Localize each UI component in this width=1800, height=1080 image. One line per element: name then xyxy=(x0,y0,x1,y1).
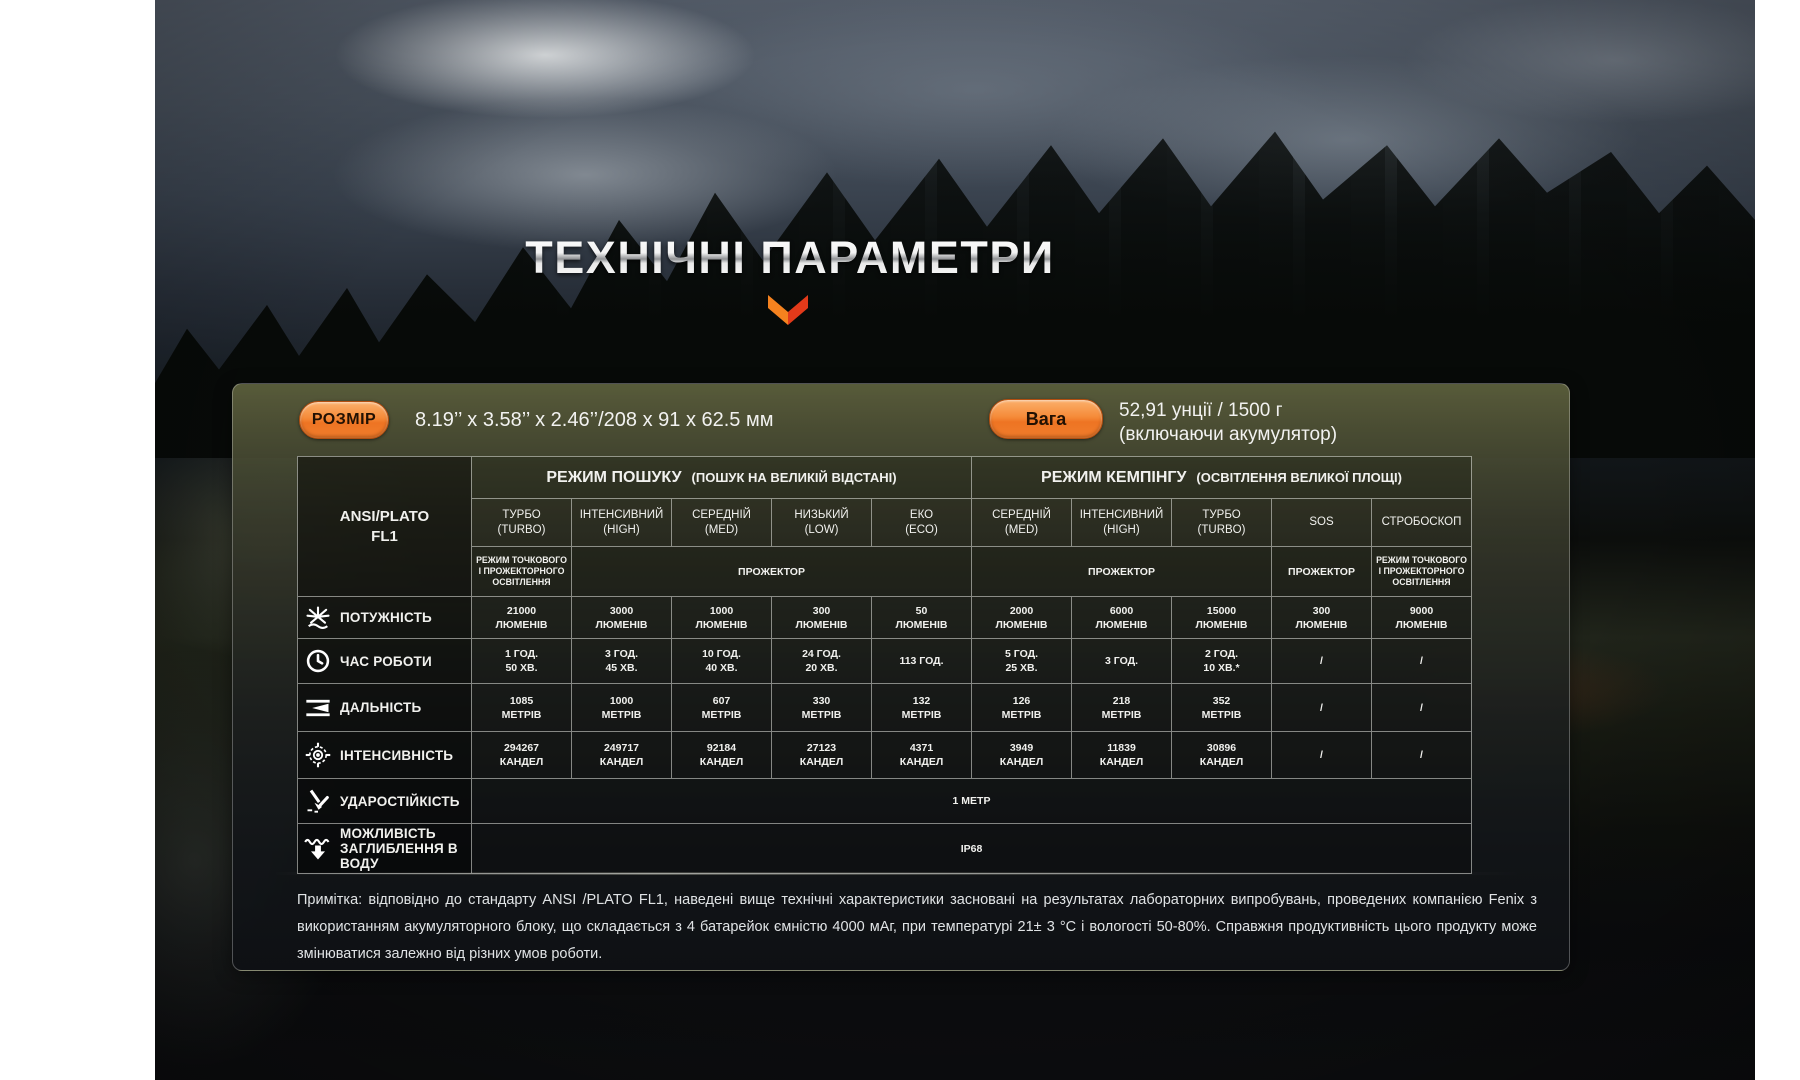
spec-cell: 249717 КАНДЕЛ xyxy=(571,731,671,778)
size-row: РОЗМІР 8.19’’ x 3.58’’ x 2.46’’/208 x 91… xyxy=(299,401,773,439)
spec-cell: 3000 ЛЮМЕНІВ xyxy=(571,596,671,638)
beam-type-header: ПРОЖЕКТОР xyxy=(571,546,971,596)
size-value: 8.19’’ x 3.58’’ x 2.46’’/208 x 91 x 62.5… xyxy=(415,408,774,431)
row-label-power: ПОТУЖНІСТЬ xyxy=(297,596,471,638)
spec-cell: / xyxy=(1371,683,1471,731)
weight-value: 52,91 унції / 1500 г (включаючи акумулят… xyxy=(1119,399,1337,447)
mode-header: ТУРБО (TURBO) xyxy=(471,498,571,546)
spec-cell: 4371 КАНДЕЛ xyxy=(871,731,971,778)
spec-cell: 1000 МЕТРІВ xyxy=(571,683,671,731)
beam-type-header: ПРОЖЕКТОР xyxy=(971,546,1271,596)
spec-cell: 24 ГОД. 20 ХВ. xyxy=(771,638,871,683)
mode-header: SOS xyxy=(1271,498,1371,546)
spec-cell: 50 ЛЮМЕНІВ xyxy=(871,596,971,638)
weight-pill: Вага xyxy=(989,399,1103,439)
page-title: ТЕХНІЧНІ ПАРАМЕТРИ xyxy=(420,232,1160,284)
footnote: Примітка: відповідно до стандарту ANSI /… xyxy=(297,892,1537,962)
row-label-submersion: МОЖЛИВІСТЬ ЗАГЛИБЛЕННЯ В ВОДУ xyxy=(297,823,471,873)
spec-cell: 3 ГОД. 45 ХВ. xyxy=(571,638,671,683)
row-label-impact: УДАРОСТІЙКІСТЬ xyxy=(297,778,471,823)
spec-cell: 11839 КАНДЕЛ xyxy=(1071,731,1171,778)
spec-cell: 132 МЕТРІВ xyxy=(871,683,971,731)
spec-cell: 330 МЕТРІВ xyxy=(771,683,871,731)
beam-type-header: РЕЖИМ ТОЧКОВОГО І ПРОЖЕКТОРНОГО ОСВІТЛЕН… xyxy=(1371,546,1471,596)
mode-header: ЕКО (ECO) xyxy=(871,498,971,546)
chevron-down-icon xyxy=(766,293,810,327)
spec-cell: 30896 КАНДЕЛ xyxy=(1171,731,1271,778)
beam-distance-icon xyxy=(303,693,333,723)
standard-line2: FL1 xyxy=(371,527,398,545)
beam-type-header: РЕЖИМ ТОЧКОВОГО І ПРОЖЕКТОРНОГО ОСВІТЛЕН… xyxy=(471,546,571,596)
spec-table: ANSI/PLATO FL1 РЕЖИМ ПОШУКУ (ПОШУК НА ВЕ… xyxy=(297,456,1472,874)
spec-cell: 607 МЕТРІВ xyxy=(671,683,771,731)
spec-cell: 300 ЛЮМЕНІВ xyxy=(1271,596,1371,638)
intensity-target-icon xyxy=(303,740,333,770)
spec-cell: 300 ЛЮМЕНІВ xyxy=(771,596,871,638)
row-label-runtime: ЧАС РОБОТИ xyxy=(297,638,471,683)
spec-cell: 6000 ЛЮМЕНІВ xyxy=(1071,596,1171,638)
spec-cell: 5 ГОД. 25 ХВ. xyxy=(971,638,1071,683)
standard-line1: ANSI/PLATO xyxy=(339,507,430,525)
mode-header: ТУРБО (TURBO) xyxy=(1171,498,1271,546)
beam-type-header: ПРОЖЕКТОР xyxy=(1271,546,1371,596)
spec-cell: 21000 ЛЮМЕНІВ xyxy=(471,596,571,638)
spec-cell: 294267 КАНДЕЛ xyxy=(471,731,571,778)
spec-cell: 15000 ЛЮМЕНІВ xyxy=(1171,596,1271,638)
spec-cell: 1 ГОД. 50 ХВ. xyxy=(471,638,571,683)
spec-cell: 1085 МЕТРІВ xyxy=(471,683,571,731)
spec-cell: 352 МЕТРІВ xyxy=(1171,683,1271,731)
mode-header: ІНТЕНСИВНИЙ (HIGH) xyxy=(1071,498,1171,546)
spec-cell: 218 МЕТРІВ xyxy=(1071,683,1171,731)
runtime-clock-icon xyxy=(303,646,333,676)
spec-cell: 9000 ЛЮМЕНІВ xyxy=(1371,596,1471,638)
spec-cell: 2 ГОД. 10 ХВ.* xyxy=(1171,638,1271,683)
mode-header: СЕРЕДНІЙ (MED) xyxy=(671,498,771,546)
spec-cell: 10 ГОД. 40 ХВ. xyxy=(671,638,771,683)
spec-cell: / xyxy=(1271,638,1371,683)
row-label-intensity: ІНТЕНСИВНІСТЬ xyxy=(297,731,471,778)
mode-header: ІНТЕНСИВНИЙ (HIGH) xyxy=(571,498,671,546)
spec-cell: 126 МЕТРІВ xyxy=(971,683,1071,731)
spec-cell: / xyxy=(1371,638,1471,683)
brightness-icon xyxy=(303,603,333,633)
weight-line2: (включаючи акумулятор) xyxy=(1119,424,1338,445)
spec-cell: / xyxy=(1371,731,1471,778)
spec-panel: РОЗМІР 8.19’’ x 3.58’’ x 2.46’’/208 x 91… xyxy=(232,383,1570,971)
impact-value-cell: 1 МЕТР xyxy=(471,778,1471,823)
submersion-value-cell: IP68 xyxy=(471,823,1471,873)
standard-header: ANSI/PLATO FL1 xyxy=(297,456,471,596)
mode-header: СТРОБОСКОП xyxy=(1371,498,1471,546)
group-header-camping: РЕЖИМ КЕМПІНГУ (ОСВІТЛЕННЯ ВЕЛИКОЇ ПЛОЩІ… xyxy=(971,456,1471,498)
weight-line1: 52,91 унції / 1500 г xyxy=(1119,400,1283,421)
weight-row: Вага 52,91 унції / 1500 г (включаючи аку… xyxy=(989,399,1337,447)
impact-resistance-icon xyxy=(303,786,333,816)
spec-cell: 2000 ЛЮМЕНІВ xyxy=(971,596,1071,638)
spec-cell: 3 ГОД. xyxy=(1071,638,1171,683)
row-label-distance: ДАЛЬНІСТЬ xyxy=(297,683,471,731)
spec-cell: / xyxy=(1271,683,1371,731)
spec-cell: / xyxy=(1271,731,1371,778)
spec-cell: 27123 КАНДЕЛ xyxy=(771,731,871,778)
spec-cell: 1000 ЛЮМЕНІВ xyxy=(671,596,771,638)
water-submersion-icon xyxy=(303,834,333,864)
spec-cell: 3949 КАНДЕЛ xyxy=(971,731,1071,778)
group-header-search: РЕЖИМ ПОШУКУ (ПОШУК НА ВЕЛИКІЙ ВІДСТАНІ) xyxy=(471,456,971,498)
mode-header: НИЗЬКИЙ (LOW) xyxy=(771,498,871,546)
mode-header: СЕРЕДНІЙ (MED) xyxy=(971,498,1071,546)
spec-cell: 113 ГОД. xyxy=(871,638,971,683)
size-pill: РОЗМІР xyxy=(299,401,389,439)
spec-cell: 92184 КАНДЕЛ xyxy=(671,731,771,778)
